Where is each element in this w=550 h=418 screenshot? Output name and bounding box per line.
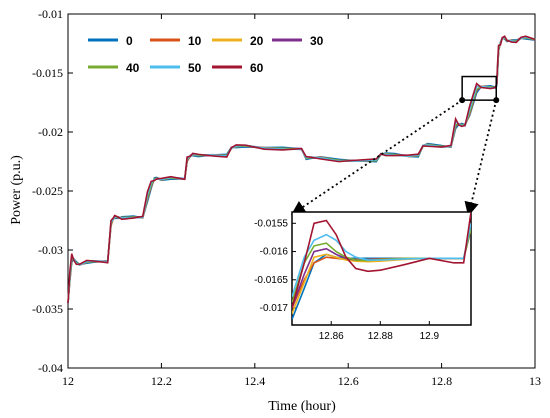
x-tick-label: 13 bbox=[529, 374, 541, 388]
y-tick-label: -0.035 bbox=[32, 302, 63, 316]
legend: 0 10 20 30 40 50 60 bbox=[88, 34, 324, 75]
legend-label-20: 20 bbox=[250, 34, 264, 48]
legend-label-0: 0 bbox=[126, 34, 133, 48]
y-tick-label: -0.02 bbox=[38, 125, 63, 139]
legend-label-30: 30 bbox=[310, 34, 324, 48]
zoom-connector-right bbox=[464, 99, 498, 217]
inset-series-line-50 bbox=[292, 223, 471, 297]
y-tick-label: -0.015 bbox=[32, 66, 63, 80]
inset-series-line-60 bbox=[292, 212, 471, 309]
legend-label-60: 60 bbox=[250, 61, 264, 75]
inset-y-tick-label: -0.017 bbox=[260, 303, 289, 314]
inset-y-tick-label: -0.0165 bbox=[254, 275, 288, 286]
x-tick-label: 12.6 bbox=[338, 374, 359, 388]
y-axis: -0.04 -0.035 -0.03 -0.025 -0.02 -0.015 -0.01 bbox=[32, 7, 535, 375]
x-tick-label: 12 bbox=[62, 374, 74, 388]
y-axis-title: Power (p.u.) bbox=[9, 155, 24, 225]
legend-label-10: 10 bbox=[188, 34, 202, 48]
x-axis: 12 12.2 12.4 12.6 12.8 13 bbox=[62, 14, 541, 388]
x-tick-label: 12.4 bbox=[244, 374, 265, 388]
x-tick-label: 12.2 bbox=[151, 374, 172, 388]
legend-label-40: 40 bbox=[126, 61, 140, 75]
inset-y-tick-label: -0.016 bbox=[260, 247, 289, 258]
zoom-connector-left bbox=[291, 99, 463, 216]
y-tick-label: -0.03 bbox=[38, 243, 63, 257]
inset-lines bbox=[292, 212, 471, 320]
inset-x-tick-label: 12.9 bbox=[420, 331, 440, 342]
inset-frame bbox=[291, 211, 472, 326]
inset-x-tick-label: 12.86 bbox=[319, 331, 344, 342]
y-tick-label: -0.04 bbox=[38, 361, 63, 375]
x-tick-label: 12.8 bbox=[431, 374, 452, 388]
x-axis-title: Time (hour) bbox=[268, 399, 336, 414]
zoom-box bbox=[461, 75, 497, 101]
y-tick-label: -0.025 bbox=[32, 184, 63, 198]
legend-label-50: 50 bbox=[188, 61, 202, 75]
inset-y-tick-label: -0.0155 bbox=[254, 218, 288, 229]
inset-x-tick-label: 12.88 bbox=[368, 331, 393, 342]
zoom-indicator bbox=[291, 75, 500, 217]
inset-plot: 12.86 12.88 12.9 -0.017 -0.0165 -0.016 -0.0155 bbox=[254, 211, 472, 342]
y-tick-label: -0.01 bbox=[38, 7, 63, 21]
